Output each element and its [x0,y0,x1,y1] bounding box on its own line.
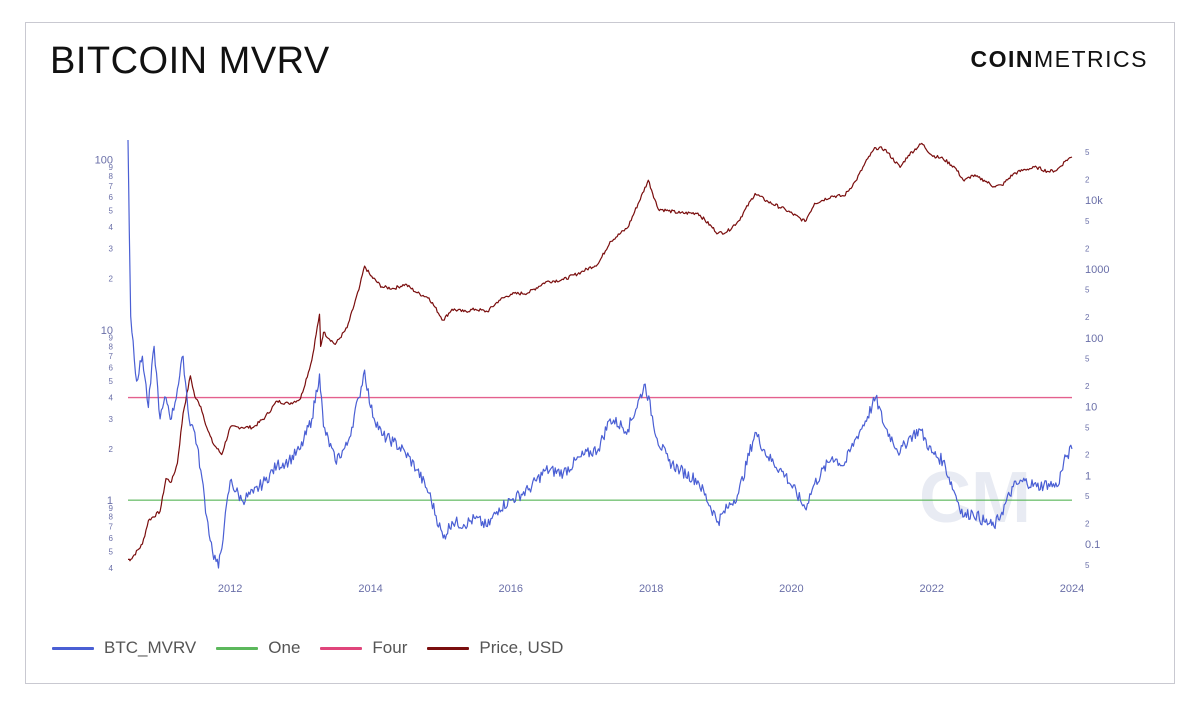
y-left-minor-tick: 4 [109,223,114,232]
y-left-minor-tick: 9 [109,504,114,513]
y-left-minor-tick: 4 [109,394,114,403]
legend-swatch-btc-mvrv [52,646,94,650]
y-left-minor-tick: 5 [109,377,114,386]
y-right-major-tick: 1 [1085,470,1091,482]
legend-label-four: Four [372,638,408,657]
y-left-minor-tick: 8 [109,513,114,522]
y-left-minor-tick: 2 [109,275,114,284]
y-right-minor-tick: 5 [1085,286,1090,295]
y-right-minor-tick: 5 [1085,423,1090,432]
brand-logo-bold: COIN [970,46,1034,72]
y-right-minor-tick: 2 [1085,244,1090,253]
y-left-major-tick: 100 [95,154,113,166]
y-left-minor-tick: 7 [109,352,114,361]
y-right-minor-tick: 5 [1085,148,1090,157]
brand-logo-light: METRICS [1034,46,1148,72]
watermark-logo: CM [919,458,1031,538]
legend-label-price: Price, USD [479,638,564,657]
y-right-minor-tick: 2 [1085,382,1090,391]
y-right-minor-tick: 5 [1085,217,1090,226]
x-tick-label: 2022 [920,583,944,595]
x-tick-label: 2012 [218,583,242,595]
legend-item-btc-mvrv[interactable]: BTC_MVRV [52,638,196,658]
y-right-minor-tick: 5 [1085,354,1090,363]
y-left-minor-tick: 3 [109,245,114,254]
x-tick-label: 2016 [499,583,523,595]
y-left-minor-tick: 2 [109,445,114,454]
y-left-minor-tick: 9 [109,334,114,343]
legend-label-btc-mvrv: BTC_MVRV [104,638,197,657]
y-left-minor-tick: 9 [109,163,114,172]
legend-swatch-one [216,646,259,650]
x-tick-label: 2014 [358,583,382,595]
y-right-major-tick: 100 [1085,333,1103,345]
y-left-minor-tick: 7 [109,523,114,532]
legend-item-one[interactable]: One [216,638,300,658]
btc-mvrv-line [127,139,1073,569]
brand-logo: COINMETRICS [971,46,1149,73]
x-tick-label: 2020 [779,583,803,595]
x-tick-label: 2018 [639,583,663,595]
price-usd-line [128,142,1073,562]
y-left-minor-tick: 6 [109,193,114,202]
legend-swatch-four [320,646,363,650]
y-right-major-tick: 10 [1085,402,1097,414]
y-left-minor-tick: 6 [109,364,114,373]
y-right-minor-tick: 5 [1085,492,1090,501]
legend-item-price[interactable]: Price, USD [427,638,563,658]
y-right-minor-tick: 5 [1085,561,1090,570]
y-right-minor-tick: 2 [1085,175,1090,184]
y-left-minor-tick: 5 [109,547,114,556]
y-left-minor-tick: 8 [109,172,114,181]
y-right-minor-tick: 2 [1085,313,1090,322]
x-tick-label: 2024 [1060,583,1084,595]
legend-item-four[interactable]: Four [320,638,407,658]
y-right-major-tick: 10k [1085,195,1103,207]
y-left-minor-tick: 6 [109,534,114,543]
y-left-minor-tick: 5 [109,207,114,216]
y-left-minor-tick: 3 [109,415,114,424]
legend: BTC_MVRV One Four Price, USD [52,638,563,658]
y-left-minor-tick: 8 [109,342,114,351]
y-right-major-tick: 1000 [1085,264,1109,276]
y-left-major-tick: 10 [101,325,113,337]
legend-swatch-price [427,646,470,650]
y-right-minor-tick: 2 [1085,519,1090,528]
y-left-minor-tick: 4 [109,564,114,573]
y-left-minor-tick: 7 [109,182,114,191]
y-left-major-tick: 1 [107,495,113,507]
page-title: BITCOIN MVRV [50,40,330,82]
chart-frame [25,22,1175,684]
y-right-minor-tick: 2 [1085,451,1090,460]
y-right-major-tick: 0.1 [1085,539,1100,551]
legend-label-one: One [268,638,301,657]
